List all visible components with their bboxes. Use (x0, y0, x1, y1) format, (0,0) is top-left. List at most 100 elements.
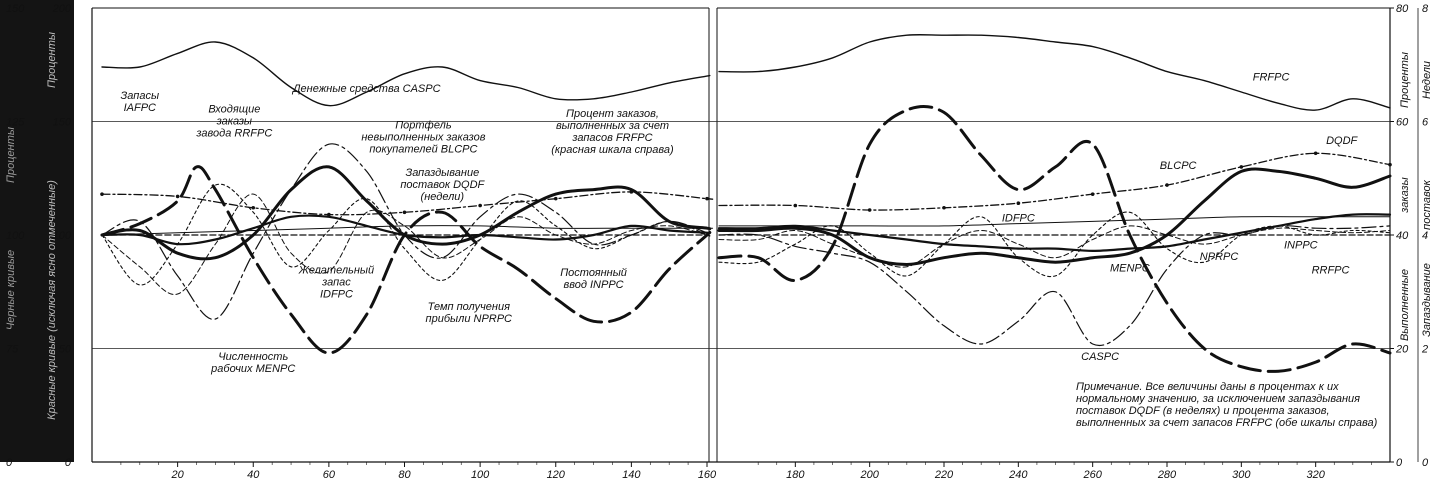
right-percent-label: 40 (1396, 230, 1409, 242)
note-line: выполненных за счет запасов FRFPC (обе ш… (1076, 417, 1378, 429)
right-orders-label: заказы (1399, 177, 1411, 213)
annotation-line: INPPC (1284, 240, 1318, 252)
annotation-line: выполненных за счет (556, 120, 669, 132)
y-tick-main-label: 50 (59, 344, 72, 356)
annotation-line: заказы (216, 115, 252, 127)
x-tick-label: 100 (471, 469, 490, 481)
right-weeks-label: 0 (1422, 457, 1429, 469)
series-dqdf-point (793, 203, 798, 208)
series-dqdf-point (629, 190, 634, 194)
annotation-label: MENPC (1110, 262, 1150, 274)
annotation-line: Запаздывание (405, 167, 479, 179)
annotation-label: FRFPC (1253, 72, 1290, 84)
annotation-line: ввод INPPC (564, 279, 624, 291)
series-menpc-right (717, 213, 1392, 252)
annotation-label: CASPC (1081, 351, 1119, 363)
series-dqdf-point (327, 212, 331, 217)
series-dqdf-point (1388, 162, 1392, 167)
x-tick-label: 240 (1008, 469, 1028, 481)
annotation-label: Входящие заказы завода RRFPC (195, 103, 272, 139)
x-tick-label: 160 (698, 469, 717, 481)
y-tick-alt-label: 0 (6, 457, 13, 469)
chart-note: Примечание. Все величины даны в процента… (1076, 381, 1378, 429)
annotation-line: завода RRFPC (195, 127, 272, 139)
annotation-label: Запаздывание поставок DQDF (недели) (400, 167, 485, 203)
y-label-percent-left-2: Проценты (46, 32, 58, 88)
series-idfpc-left (101, 225, 714, 236)
annotation-line: IDFPC (1002, 212, 1035, 224)
y-label-black: Черные кривые (5, 250, 17, 330)
right-axis-scales: 0 0 20 2 40 4 60 6 80 8 Проценты Недели заказы Выполн… (1390, 3, 1433, 469)
x-tick-label: 80 (398, 469, 411, 481)
x-tick-label: 320 (1306, 469, 1325, 481)
x-tick-label: 220 (934, 469, 954, 481)
annotation-line: невыполненных заказов (361, 131, 485, 143)
series-dqdf-point (1313, 151, 1318, 156)
annotation-line: (красная шкала справа) (551, 144, 674, 156)
y-tick-main-label: 100 (53, 230, 72, 242)
annotation-line: FRFPC (1253, 72, 1290, 84)
right-fulfilled-label: Выполненные (1399, 269, 1411, 341)
right-percent-label: 0 (1396, 457, 1403, 469)
annotation-line: MENPC (1110, 262, 1150, 274)
y-tick-alt-label: 100 (6, 230, 25, 242)
x-tick-label: 180 (786, 469, 805, 481)
annotation-line: Темп получения (428, 301, 510, 313)
annotation-line: прибыли NPRPC (426, 313, 513, 325)
annotation-line: рабочих MENPC (210, 363, 295, 375)
annotation-line: IAFPC (124, 102, 156, 114)
right-delivery-label: поставок (1421, 179, 1433, 229)
x-tick-label: 300 (1232, 469, 1251, 481)
right-percent-label: 60 (1396, 117, 1409, 129)
right-weeks-label: 2 (1421, 344, 1428, 356)
annotation-line: Процент заказов, (566, 108, 659, 120)
annotation-label: NPRPC (1200, 251, 1239, 263)
x-tick-label: 20 (171, 469, 185, 481)
y-tick-alt-label: 125 (6, 117, 25, 129)
x-tick-label: 140 (622, 469, 641, 481)
annotation-label: Портфель невыполненных заказов покупателей… (361, 119, 485, 155)
x-tick-label: 120 (547, 469, 566, 481)
annotation-line: Денежные средства CASPC (291, 83, 441, 95)
right-delay-label: Запаздывание (1421, 263, 1433, 337)
annotation-line: DQDF (1326, 135, 1358, 147)
series-iafpc-right (717, 104, 1392, 373)
series-idfpc-right (718, 216, 1391, 227)
series-dqdf-point (175, 194, 180, 199)
right-percent-title: Проценты (1399, 52, 1411, 108)
series-dqdf-point (1165, 183, 1169, 187)
series-dqdf-point (942, 205, 946, 210)
series-dqdf-point (705, 196, 709, 201)
annotation-label: DQDF (1326, 135, 1358, 147)
right-weeks-title: Недели (1421, 61, 1433, 99)
y-tick-main-label: 150 (53, 117, 72, 129)
annotation-label: BLCPC (1160, 160, 1197, 172)
annotation-line: Входящие (208, 103, 260, 115)
annotation-label: Запасы IAFPC (121, 90, 160, 114)
right-weeks-label: 8 (1422, 3, 1429, 15)
right-percent-label: 80 (1396, 3, 1409, 15)
right-weeks-label: 6 (1422, 117, 1429, 129)
annotation-line: поставок DQDF (400, 179, 485, 191)
series-nprpc-left (101, 193, 711, 295)
annotation-line: Численность (218, 351, 288, 363)
gridlines (92, 121, 1390, 349)
annotation-line: запасов FRFPC (571, 132, 652, 144)
right-percent-label: 20 (1395, 344, 1409, 356)
annotation-line: BLCPC (1160, 160, 1197, 172)
x-tick-label: 260 (1082, 469, 1102, 481)
series-dqdf-left (101, 191, 714, 216)
series-caspc-right (718, 225, 1391, 346)
y-label-red: Красные кривые (исключая ясно отмеченные… (46, 180, 58, 420)
annotation-label: Процент заказов, выполненных за счет запас… (551, 108, 674, 156)
x-tick-label: 200 (859, 469, 879, 481)
annotation-line: RRFPC (1312, 265, 1350, 277)
annotation-label: RRFPC (1312, 265, 1350, 277)
annotation-label: Желательный запас IDFPC (298, 265, 374, 301)
y-tick-main-label: 0 (65, 457, 72, 469)
series-dqdf-point (100, 192, 104, 196)
x-axis-ticks: 20 40 60 80 100 120 140 160 180 200 220 240 260 280 30… (120, 462, 1372, 481)
y-tick-alt-label: 150 (6, 3, 25, 15)
y-label-percent-left-1: Проценты (5, 127, 17, 183)
